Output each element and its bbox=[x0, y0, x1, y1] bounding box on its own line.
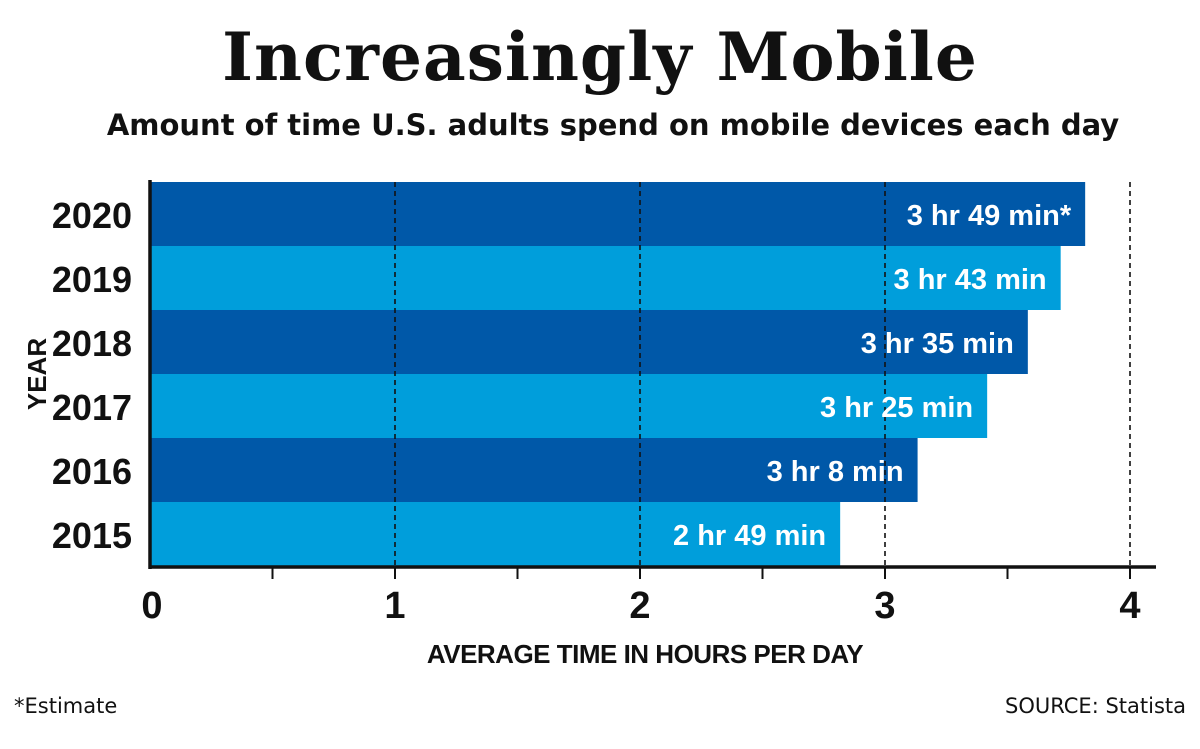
bar-2017 bbox=[150, 374, 988, 438]
year-label-2017: 2017 bbox=[52, 387, 132, 428]
bar-2018 bbox=[150, 310, 1028, 374]
chart-subtitle: Amount of time U.S. adults spend on mobi… bbox=[106, 108, 1120, 142]
x-tick-label-0: 0 bbox=[141, 585, 162, 627]
data-label-2017: 3 hr 25 min bbox=[820, 392, 973, 424]
source-note: SOURCE: Statista bbox=[1004, 694, 1186, 718]
footnote: *Estimate bbox=[14, 694, 118, 718]
x-axis-label: AVERAGE TIME IN HOURS PER DAY bbox=[427, 639, 863, 669]
chart-title: Increasingly Mobile bbox=[222, 18, 978, 96]
data-label-2019: 3 hr 43 min bbox=[894, 264, 1047, 296]
year-label-2015: 2015 bbox=[52, 515, 132, 556]
data-label-2018: 3 hr 35 min bbox=[861, 328, 1014, 360]
x-tick-label-4: 4 bbox=[1119, 585, 1140, 627]
bar-2020 bbox=[150, 182, 1086, 246]
bar-2019 bbox=[150, 246, 1061, 310]
x-tick-label-3: 3 bbox=[874, 585, 895, 627]
year-label-2018: 2018 bbox=[52, 323, 132, 364]
data-label-2020: 3 hr 49 min* bbox=[907, 200, 1072, 232]
y-axis-label: YEAR bbox=[22, 338, 52, 410]
data-label-2016: 3 hr 8 min bbox=[767, 456, 904, 488]
data-label-2015: 2 hr 49 min bbox=[673, 520, 826, 552]
bar-2016 bbox=[150, 438, 918, 502]
year-label-2016: 2016 bbox=[52, 451, 132, 492]
x-tick-label-2: 2 bbox=[629, 585, 650, 627]
x-tick-label-1: 1 bbox=[384, 585, 405, 627]
bar-2015 bbox=[150, 502, 841, 566]
year-label-2019: 2019 bbox=[52, 259, 132, 300]
year-label-2020: 2020 bbox=[52, 195, 132, 236]
